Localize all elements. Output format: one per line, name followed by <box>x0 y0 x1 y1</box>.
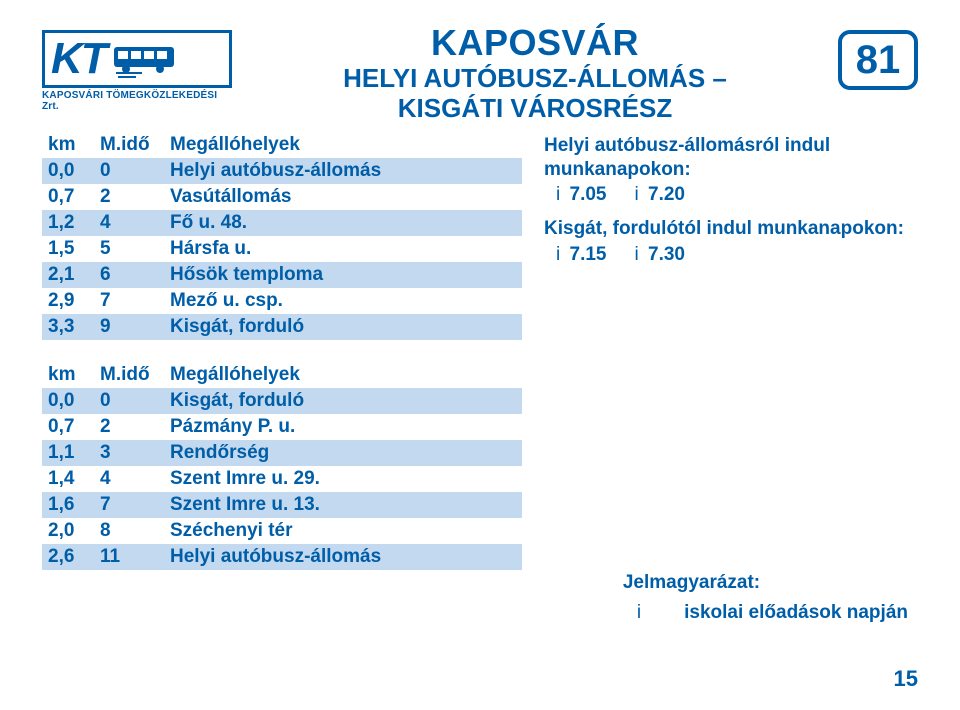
cell-mido: 0 <box>94 388 164 414</box>
dep1-title-l2: munkanapokon: <box>544 158 918 182</box>
departure-prefix: i <box>635 183 639 207</box>
title-block: KAPOSVÁR HELYI AUTÓBUSZ-ÁLLOMÁS – KISGÁT… <box>250 22 820 124</box>
table-row: 0,00Kisgát, forduló <box>42 388 522 414</box>
table-row: 2,16Hősök temploma <box>42 262 522 288</box>
cell-name: Kisgát, forduló <box>164 314 522 340</box>
cell-name: Szent Imre u. 13. <box>164 492 522 518</box>
cell-km: 1,5 <box>42 236 94 262</box>
cell-mido: 8 <box>94 518 164 544</box>
cell-km: 0,0 <box>42 158 94 184</box>
title-route-l1: HELYI AUTÓBUSZ-ÁLLOMÁS – <box>250 64 820 94</box>
departure-time: i 7.20 <box>635 183 686 207</box>
cell-mido: 4 <box>94 210 164 236</box>
table-row: 1,24Fő u. 48. <box>42 210 522 236</box>
cell-name: Rendőrség <box>164 440 522 466</box>
legend-title: Jelmagyarázat: <box>623 572 908 594</box>
cell-mido: 9 <box>94 314 164 340</box>
departure-prefix: i <box>556 243 560 267</box>
page-number: 15 <box>894 666 918 692</box>
cell-km: 2,0 <box>42 518 94 544</box>
cell-mido: 11 <box>94 544 164 570</box>
cell-km: 1,2 <box>42 210 94 236</box>
col-stop: Megállóhelyek <box>164 362 522 388</box>
dep2-times: i 7.15 i 7.30 <box>556 243 918 267</box>
operator-logo: KT KAPOSVÁRI TÖMEGKÖZLEKEDÉSI Zrt. <box>42 22 232 112</box>
line-number-badge: 81 <box>838 30 918 90</box>
cell-mido: 6 <box>94 262 164 288</box>
cell-name: Kisgát, forduló <box>164 388 522 414</box>
dep1-title-l1: Helyi autóbusz-állomásról indul <box>544 134 918 158</box>
table-row: 1,55Hársfa u. <box>42 236 522 262</box>
col-mido: M.idő <box>94 362 164 388</box>
cell-km: 2,6 <box>42 544 94 570</box>
stops-table-outbound: km M.idő Megállóhelyek 0,00Helyi autóbus… <box>42 132 522 340</box>
cell-mido: 7 <box>94 288 164 314</box>
legend-text: iskolai előadások napján <box>684 602 908 623</box>
table-row: 2,97Mező u. csp. <box>42 288 522 314</box>
cell-km: 0,7 <box>42 414 94 440</box>
table-row: 1,67Szent Imre u. 13. <box>42 492 522 518</box>
cell-mido: 7 <box>94 492 164 518</box>
departure-prefix: i <box>635 243 639 267</box>
cell-mido: 2 <box>94 184 164 210</box>
cell-name: Fő u. 48. <box>164 210 522 236</box>
legend: Jelmagyarázat: i iskolai előadások napjá… <box>623 572 908 624</box>
legend-key: i <box>637 602 679 624</box>
bus-icon <box>112 39 182 79</box>
table-row: 3,39Kisgát, forduló <box>42 314 522 340</box>
cell-name: Pázmány P. u. <box>164 414 522 440</box>
logo-subtitle: KAPOSVÁRI TÖMEGKÖZLEKEDÉSI Zrt. <box>42 90 232 112</box>
cell-km: 1,4 <box>42 466 94 492</box>
col-km: km <box>42 132 94 158</box>
cell-km: 1,1 <box>42 440 94 466</box>
cell-name: Helyi autóbusz-állomás <box>164 158 522 184</box>
cell-km: 2,1 <box>42 262 94 288</box>
logo-text: KT <box>51 37 106 81</box>
cell-name: Helyi autóbusz-állomás <box>164 544 522 570</box>
cell-name: Vasútállomás <box>164 184 522 210</box>
cell-name: Mező u. csp. <box>164 288 522 314</box>
cell-km: 1,6 <box>42 492 94 518</box>
cell-name: Szent Imre u. 29. <box>164 466 522 492</box>
table-row: 1,13Rendőrség <box>42 440 522 466</box>
table-row: 0,72Pázmány P. u. <box>42 414 522 440</box>
title-city: KAPOSVÁR <box>250 22 820 64</box>
cell-mido: 5 <box>94 236 164 262</box>
dep2-title: Kisgát, fordulótól indul munkanapokon: <box>544 217 918 241</box>
cell-km: 0,7 <box>42 184 94 210</box>
cell-km: 2,9 <box>42 288 94 314</box>
table-row: 1,44Szent Imre u. 29. <box>42 466 522 492</box>
cell-mido: 2 <box>94 414 164 440</box>
col-stop: Megállóhelyek <box>164 132 522 158</box>
table-row: 0,00Helyi autóbusz-állomás <box>42 158 522 184</box>
departure-prefix: i <box>556 183 560 207</box>
cell-km: 3,3 <box>42 314 94 340</box>
cell-km: 0,0 <box>42 388 94 414</box>
cell-mido: 4 <box>94 466 164 492</box>
col-mido: M.idő <box>94 132 164 158</box>
title-route-l2: KISGÁTI VÁROSRÉSZ <box>250 94 820 124</box>
table-row: 2,611Helyi autóbusz-állomás <box>42 544 522 570</box>
stops-table-inbound: km M.idő Megállóhelyek 0,00Kisgát, fordu… <box>42 362 522 570</box>
departure-time: i 7.05 <box>556 183 607 207</box>
cell-name: Hársfa u. <box>164 236 522 262</box>
departure-time: i 7.15 <box>556 243 607 267</box>
cell-name: Széchenyi tér <box>164 518 522 544</box>
table-row: 2,08Széchenyi tér <box>42 518 522 544</box>
dep1-times: i 7.05 i 7.20 <box>556 183 918 207</box>
departure-time: i 7.30 <box>635 243 686 267</box>
cell-name: Hősök temploma <box>164 262 522 288</box>
col-km: km <box>42 362 94 388</box>
departures-panel: Helyi autóbusz-állomásról indul munkanap… <box>544 132 918 570</box>
table-row: 0,72Vasútállomás <box>42 184 522 210</box>
cell-mido: 0 <box>94 158 164 184</box>
cell-mido: 3 <box>94 440 164 466</box>
